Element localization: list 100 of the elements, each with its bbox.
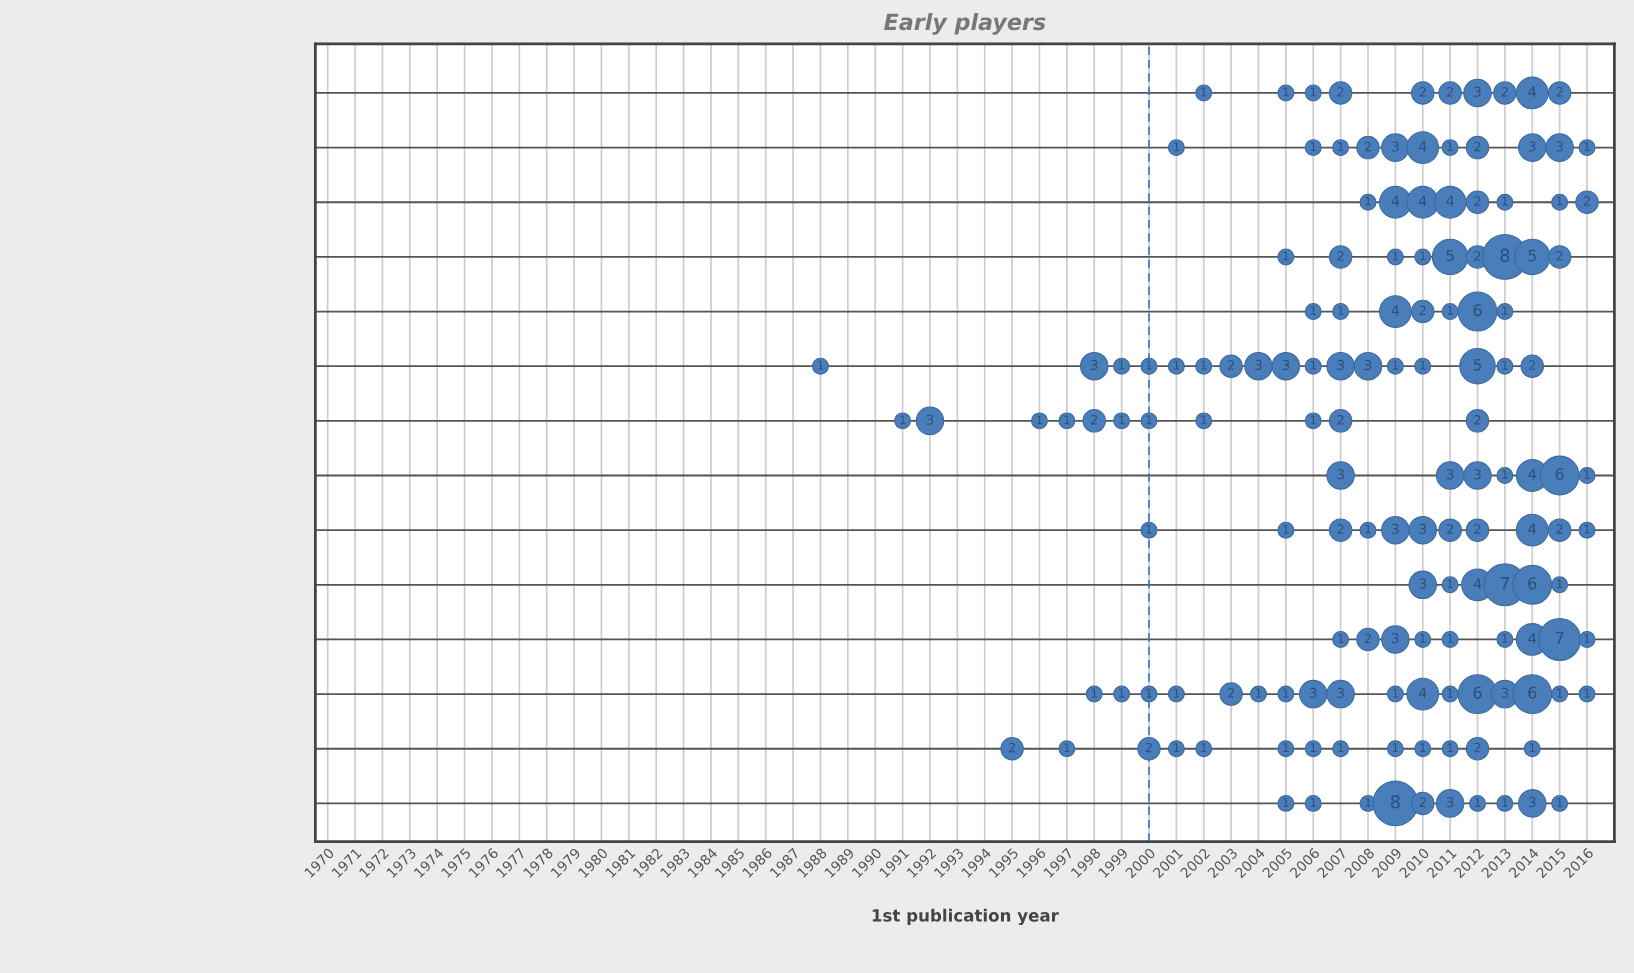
data-label: 1 <box>1392 251 1399 261</box>
data-label: 3 <box>1474 469 1481 480</box>
data-label: 1 <box>1064 415 1070 425</box>
data-label: 1 <box>1365 196 1371 206</box>
data-label: 1 <box>1392 360 1399 370</box>
data-label: 1 <box>1173 688 1180 698</box>
data-label: 2 <box>1583 196 1590 206</box>
data-label: 1 <box>1584 634 1590 643</box>
data-label: 4 <box>1391 305 1400 316</box>
data-label: 2 <box>1419 797 1426 807</box>
data-label: 3 <box>1528 141 1536 152</box>
data-label: 1 <box>1310 142 1316 151</box>
data-label: 1 <box>1584 142 1590 151</box>
data-label: 1 <box>1338 634 1344 643</box>
data-label: 1 <box>1420 743 1426 753</box>
data-label: 1 <box>1256 688 1262 698</box>
data-label: 1 <box>1119 688 1125 698</box>
data-label: 6 <box>1473 304 1482 317</box>
data-label: 4 <box>1528 632 1537 644</box>
data-label: 2 <box>1337 414 1344 425</box>
data-label: 2 <box>1337 87 1344 97</box>
data-label: 1 <box>1091 688 1097 698</box>
data-label: 1 <box>1119 360 1125 370</box>
data-label: 1 <box>1283 688 1289 698</box>
data-label: 1 <box>900 415 906 425</box>
data-label: 3 <box>1419 578 1426 589</box>
data-label: 2 <box>1337 524 1344 534</box>
data-label: 3 <box>1090 359 1098 371</box>
data-label: 3 <box>1446 469 1454 480</box>
data-label: 1 <box>1146 688 1152 698</box>
data-label: 1 <box>1310 415 1316 425</box>
data-label: 1 <box>1173 743 1180 753</box>
data-label: 2 <box>1364 141 1371 152</box>
data-label: 7 <box>1555 631 1564 645</box>
chart-title: Early players <box>884 13 1046 35</box>
data-label: 3 <box>1364 359 1372 371</box>
data-label: 4 <box>1528 523 1537 535</box>
data-label: 1 <box>1557 688 1563 698</box>
data-label: 2 <box>1474 742 1481 753</box>
data-label: 2 <box>1474 196 1481 206</box>
data-label: 1 <box>1173 360 1180 370</box>
data-label: 5 <box>1528 249 1536 262</box>
data-label: 1 <box>1338 743 1344 753</box>
data-label: 1 <box>1584 688 1590 698</box>
data-label: 2 <box>1364 633 1371 643</box>
data-label: 3 <box>1474 86 1481 97</box>
data-label: 1 <box>1447 579 1453 589</box>
data-label: 1 <box>1310 797 1316 807</box>
data-label: 1 <box>1584 524 1590 534</box>
data-label: 5 <box>1473 359 1482 371</box>
data-label: 6 <box>1528 686 1537 699</box>
data-label: 1 <box>1201 87 1207 97</box>
data-label: 3 <box>1392 523 1399 535</box>
data-label: 4 <box>1528 468 1537 480</box>
data-label: 1 <box>1338 142 1344 151</box>
data-label: 1 <box>1557 797 1563 807</box>
data-label: 1 <box>1502 797 1508 807</box>
data-label: 1 <box>1201 743 1207 753</box>
data-label: 4 <box>1528 86 1537 97</box>
data-label: 2 <box>1091 414 1098 425</box>
data-label: 1 <box>1447 306 1453 315</box>
data-label: 2 <box>1474 524 1481 534</box>
data-label: 1 <box>817 360 824 370</box>
data-label: 1 <box>1584 470 1590 479</box>
data-label: 1 <box>1502 360 1508 370</box>
data-label: 1 <box>1447 142 1453 151</box>
data-label: 1 <box>1146 415 1152 425</box>
data-label: 1 <box>1310 743 1316 753</box>
data-label: 1 <box>1502 196 1508 206</box>
data-label: 1 <box>1420 360 1426 370</box>
x-axis-title: 1st publication year <box>872 908 1059 926</box>
data-label: 2 <box>1447 87 1453 97</box>
data-label: 4 <box>1473 578 1482 589</box>
data-label: 2 <box>1474 250 1481 261</box>
data-label: 8 <box>1390 795 1400 809</box>
data-label: 6 <box>1473 686 1482 699</box>
data-label: 1 <box>1557 579 1563 589</box>
data-label: 3 <box>1282 359 1290 371</box>
data-label: 1 <box>1392 743 1399 753</box>
data-label: 1 <box>1036 415 1043 425</box>
data-label: 3 <box>1392 141 1399 152</box>
data-label: 1 <box>1283 524 1289 534</box>
data-label: 3 <box>1392 633 1399 644</box>
data-label: 2 <box>1227 688 1234 698</box>
data-label: 1 <box>1420 251 1426 261</box>
data-label: 2 <box>1419 305 1426 316</box>
data-label: 1 <box>1447 743 1453 753</box>
data-label: 2 <box>1501 87 1508 97</box>
data-label: 1 <box>1447 688 1453 698</box>
data-label: 1 <box>1502 634 1508 643</box>
data-label: 2 <box>1474 141 1481 152</box>
data-label: 1 <box>1557 196 1563 206</box>
data-label: 4 <box>1418 195 1427 207</box>
data-label: 1 <box>1119 415 1125 425</box>
data-label: 1 <box>1529 743 1535 753</box>
data-label: 1 <box>1447 634 1453 643</box>
data-label: 1 <box>1283 743 1289 753</box>
data-label: 1 <box>1283 797 1289 807</box>
data-label: 1 <box>1365 524 1371 534</box>
data-label: 2 <box>1556 87 1563 97</box>
